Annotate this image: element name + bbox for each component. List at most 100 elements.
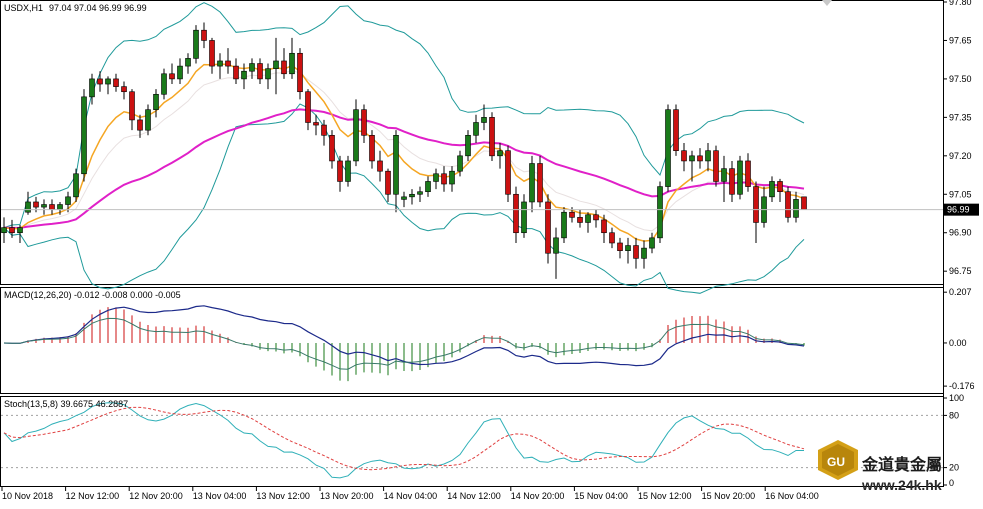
- candle-body: [9, 227, 15, 234]
- candle: [193, 25, 199, 64]
- candle: [241, 63, 247, 90]
- candle: [105, 76, 111, 95]
- watermark-name: 金道貴金屬: [861, 455, 942, 474]
- candle-body: [257, 63, 263, 80]
- candle: [465, 130, 471, 161]
- candle: [497, 143, 503, 169]
- candle-body: [97, 78, 103, 85]
- candle: [593, 209, 599, 228]
- price-tick-label: 97.80: [949, 0, 972, 7]
- candle-body: [281, 60, 287, 75]
- candle: [321, 119, 327, 146]
- candle-body: [1, 227, 7, 234]
- candle-body: [81, 96, 87, 175]
- candle-body: [769, 181, 775, 198]
- candle-body: [129, 91, 135, 121]
- slow-moving-average: [3, 108, 805, 229]
- candle-body: [305, 91, 311, 123]
- candle-body: [225, 60, 231, 67]
- time-tick-label: 13 Nov 20:00: [320, 491, 374, 501]
- candle-body: [777, 181, 783, 193]
- candle-body: [513, 193, 519, 234]
- time-tick-label: 13 Nov 04:00: [193, 491, 247, 501]
- stoch-tick-label: 20: [949, 463, 959, 473]
- candle: [553, 227, 559, 279]
- candle-body: [249, 63, 255, 72]
- lower-band: [3, 103, 805, 294]
- candle-body: [417, 191, 423, 195]
- time-tick-label: 12 Nov 20:00: [129, 491, 183, 501]
- candle-body: [681, 150, 687, 162]
- candle-body: [497, 150, 503, 157]
- candle: [577, 209, 583, 228]
- candle: [649, 232, 655, 254]
- candle-body: [465, 135, 471, 157]
- macd-label: MACD(12,26,20) -0.012 -0.008 0.000 -0.00…: [4, 290, 181, 300]
- candle-body: [505, 150, 511, 195]
- candle: [345, 155, 351, 187]
- candle-body: [737, 160, 743, 195]
- stoch-lines: [3, 402, 805, 479]
- candle-body: [721, 168, 727, 182]
- candle-body: [729, 168, 735, 195]
- candle: [713, 145, 719, 187]
- candle-body: [161, 73, 167, 95]
- macd-tick-label: 0.00: [949, 338, 967, 348]
- candle-body: [193, 29, 199, 59]
- ohlc-values: 97.04 97.04 96.99 96.99: [49, 3, 147, 13]
- candle: [25, 191, 31, 215]
- time-axis-labels: 10 Nov 2018 12 Nov 12:00 12 Nov 20:00 13 No…: [1, 487, 819, 501]
- time-tick-label: 10 Nov 2018: [2, 491, 53, 501]
- candle: [97, 71, 103, 92]
- candle: [673, 104, 679, 156]
- candle-body: [361, 109, 367, 136]
- candle-body: [377, 160, 383, 172]
- candle-body: [609, 232, 615, 244]
- candle: [233, 58, 239, 85]
- candle-body: [233, 65, 239, 80]
- candle-body: [449, 170, 455, 185]
- candle: [481, 104, 487, 131]
- candle-body: [217, 60, 223, 67]
- candle: [745, 153, 751, 192]
- price-tick-label: 97.20: [949, 151, 972, 161]
- candle: [657, 181, 663, 243]
- candle-body: [273, 60, 279, 69]
- time-tick-label: 16 Nov 04:00: [765, 491, 819, 501]
- time-tick-label: 12 Nov 12:00: [66, 491, 120, 501]
- macd-tick-label: -0.176: [949, 381, 975, 391]
- candle-body: [153, 93, 159, 110]
- candle: [137, 114, 143, 138]
- candle-body: [577, 217, 583, 223]
- stoch-axis-ticks: 100 80 20 0: [943, 393, 964, 488]
- candle: [377, 150, 383, 182]
- candle: [329, 130, 335, 169]
- candle: [41, 199, 47, 215]
- candle: [145, 104, 151, 136]
- candle: [177, 58, 183, 85]
- candle: [681, 143, 687, 172]
- candle: [545, 194, 551, 264]
- candle-body: [569, 211, 575, 218]
- time-tick-label: 14 Nov 12:00: [447, 491, 501, 501]
- candle-body: [617, 242, 623, 251]
- candle-body: [145, 109, 151, 131]
- candle: [217, 53, 223, 79]
- candle: [81, 89, 87, 182]
- fast-moving-average: [3, 63, 805, 242]
- candle-body: [345, 160, 351, 182]
- candle: [369, 130, 375, 169]
- price-tick-label: 97.65: [949, 35, 972, 45]
- candlesticks: [1, 22, 807, 279]
- candle: [361, 104, 367, 143]
- current-price-label: 96.99: [947, 205, 970, 215]
- candle: [737, 155, 743, 200]
- candle: [385, 168, 391, 202]
- candle: [337, 155, 343, 192]
- candle: [257, 58, 263, 85]
- symbol-label: USDX,H1 97.04 97.04 96.99 96.99: [4, 3, 147, 13]
- time-tick-label: 14 Nov 20:00: [511, 491, 565, 501]
- candle-body: [561, 211, 567, 239]
